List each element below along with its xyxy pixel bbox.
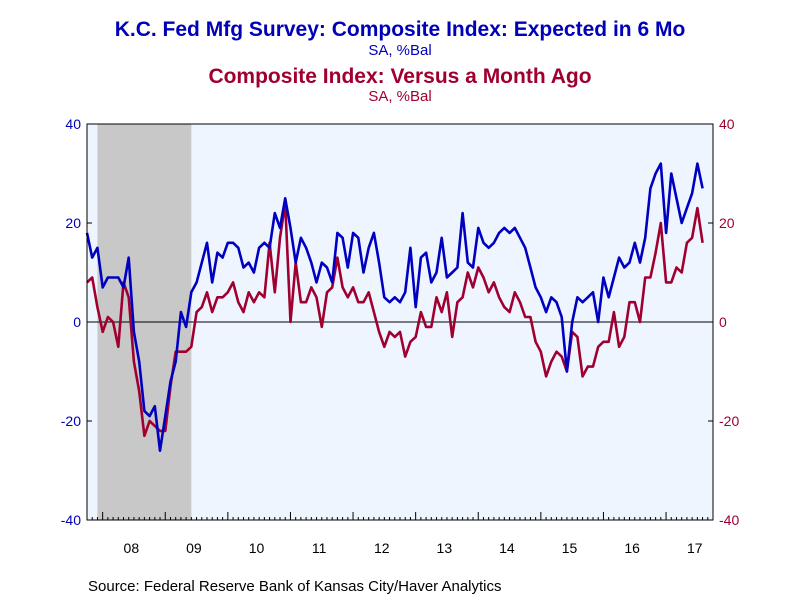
y-tick-label-right: 20: [719, 215, 735, 231]
y-tick-label-right: 40: [719, 116, 735, 132]
x-tick-label: 10: [249, 540, 265, 556]
y-tick-label-left: -40: [61, 512, 81, 528]
x-tick-label: 11: [312, 540, 327, 556]
y-tick-label-right: 0: [719, 314, 727, 330]
versus-month-ago-line: [86, 201, 704, 438]
source-note: Source: Federal Reserve Bank of Kansas C…: [88, 578, 502, 595]
y-tick-label-right: -40: [719, 512, 739, 528]
y-tick-label-left: 40: [65, 116, 81, 132]
chart-title: K.C. Fed Mfg Survey: Composite Index: Ex…: [114, 18, 686, 41]
x-tick-label: 17: [687, 540, 703, 556]
expected-in-6-mo-line: [85, 162, 704, 453]
chart-subtitle: Composite Index: Versus a Month Ago: [208, 65, 592, 88]
x-tick-label: 12: [374, 540, 390, 556]
y-tick-label-left: -20: [61, 413, 81, 429]
y-tick-label-left: 20: [65, 215, 81, 231]
y-tick-label-left: 0: [73, 314, 81, 330]
x-tick-label: 16: [624, 540, 640, 556]
x-tick-label: 09: [186, 540, 202, 556]
chart-subtitle-units: SA, %Bal: [368, 88, 432, 105]
x-tick-label: 15: [562, 540, 578, 556]
y-tick-label-right: -20: [719, 413, 739, 429]
chart-title-units: SA, %Bal: [368, 42, 432, 59]
x-tick-label: 14: [499, 540, 515, 556]
x-tick-label: 13: [437, 540, 453, 556]
x-tick-label: 08: [124, 540, 140, 556]
